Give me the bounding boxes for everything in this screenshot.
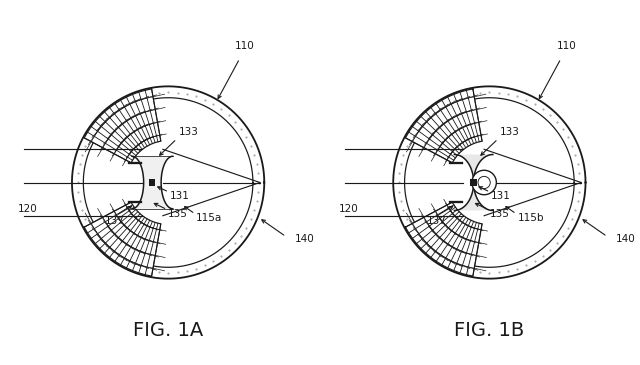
Polygon shape — [406, 89, 482, 163]
Polygon shape — [132, 156, 173, 209]
Text: 110: 110 — [556, 41, 576, 51]
Polygon shape — [72, 87, 264, 278]
Text: 131: 131 — [170, 191, 189, 201]
Text: 137: 137 — [426, 216, 446, 226]
Polygon shape — [454, 154, 493, 211]
Bar — [149, 180, 156, 185]
Polygon shape — [406, 202, 482, 276]
Text: 133: 133 — [179, 127, 198, 137]
Text: FIG. 1A: FIG. 1A — [133, 320, 204, 339]
Text: 120: 120 — [339, 204, 359, 214]
Text: 135: 135 — [168, 209, 188, 219]
Text: 140: 140 — [616, 234, 636, 244]
Circle shape — [472, 170, 497, 195]
Text: 133: 133 — [500, 127, 520, 137]
Text: 115b: 115b — [517, 213, 544, 223]
Bar — [470, 180, 477, 185]
Polygon shape — [84, 89, 161, 163]
Text: 140: 140 — [295, 234, 315, 244]
Text: FIG. 1B: FIG. 1B — [454, 320, 525, 339]
Text: 120: 120 — [18, 204, 38, 214]
Text: 115a: 115a — [196, 213, 222, 223]
Text: 137: 137 — [105, 216, 125, 226]
Text: 135: 135 — [490, 209, 509, 219]
Polygon shape — [84, 202, 161, 276]
Polygon shape — [393, 87, 586, 278]
Text: 131: 131 — [491, 191, 511, 201]
Text: 110: 110 — [235, 41, 255, 51]
